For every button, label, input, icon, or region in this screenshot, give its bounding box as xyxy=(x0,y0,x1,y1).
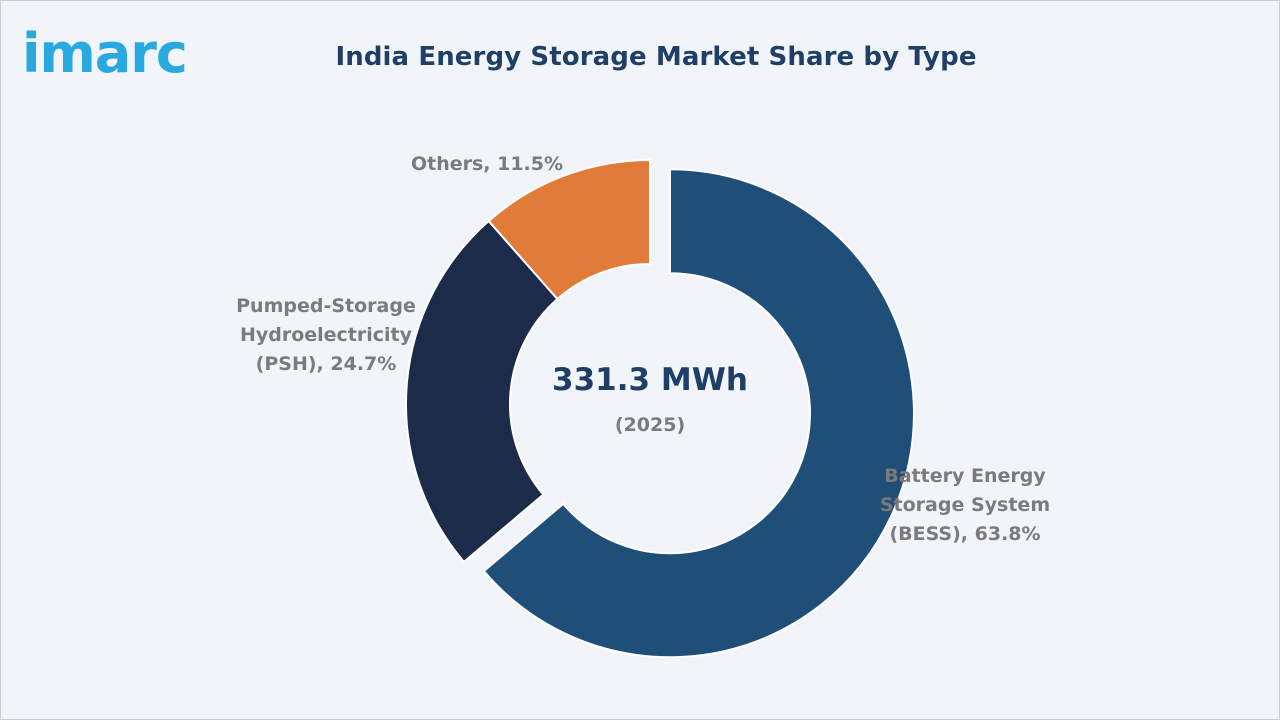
slice-bess xyxy=(482,168,915,659)
slice-label-others: Others, 11.5% xyxy=(410,153,564,175)
slice-psh xyxy=(405,219,559,564)
center-year: (2025) xyxy=(614,414,686,436)
slice-label-psh: Pumped-Storage Hydroelectricity (PSH), 2… xyxy=(236,295,416,375)
slice-label-bess: Battery Energy Storage System (BESS), 63… xyxy=(879,465,1051,545)
center-total-value: 331.3 MWh xyxy=(552,362,748,398)
imarc-logo: imarc xyxy=(22,22,188,80)
logo-text: imarc xyxy=(22,22,187,80)
chart-title: India Energy Storage Market Share by Typ… xyxy=(335,42,977,72)
slice-others xyxy=(487,158,651,301)
